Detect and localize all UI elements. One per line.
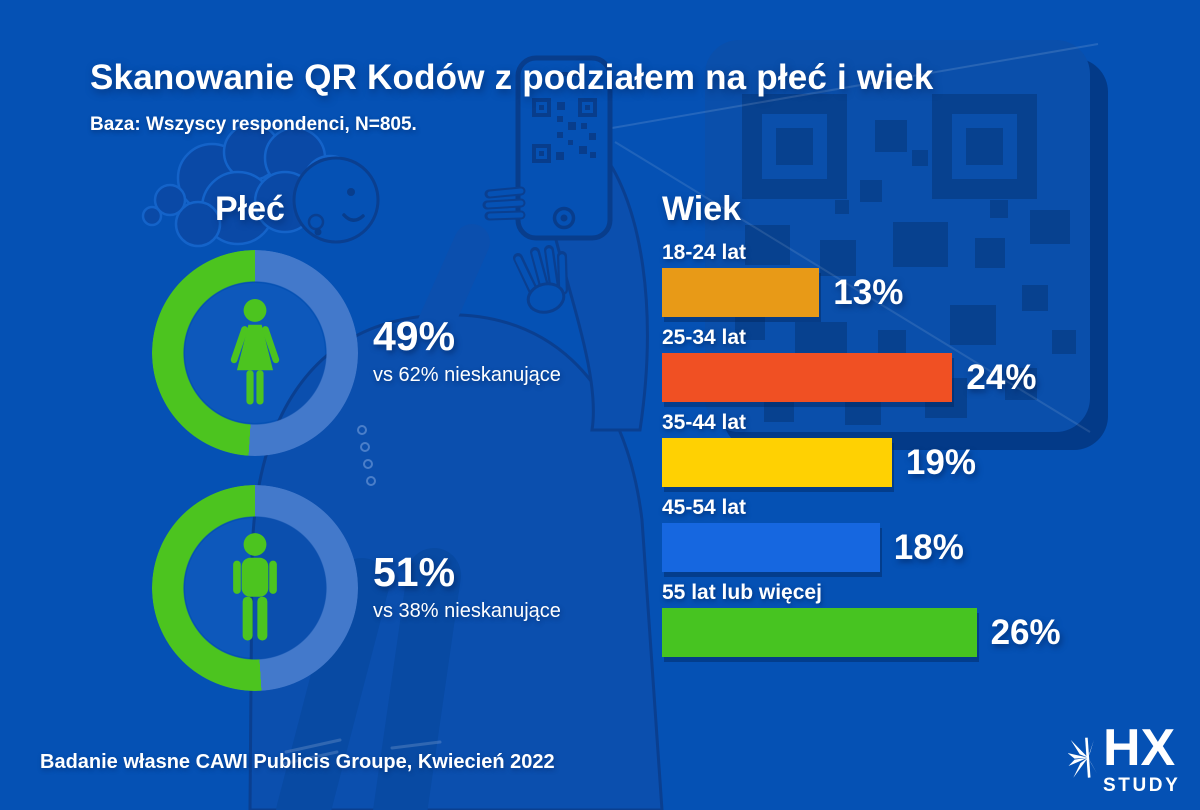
age-bar: [662, 268, 820, 317]
woman-legs: [276, 548, 461, 810]
male-stats: 51% vs 38% nieskanujące: [373, 552, 561, 623]
open-hand: [513, 245, 568, 314]
age-bar-line: 13%: [662, 268, 1200, 317]
woman-forearm: [414, 224, 490, 350]
age-bar-line: 26%: [662, 608, 1200, 657]
age-value-label: 26%: [990, 612, 1061, 652]
age-bar: [662, 523, 880, 572]
age-category-label: 25-34 lat: [662, 326, 747, 349]
gender-section-heading: Płeć: [215, 190, 285, 228]
holding-hand: [482, 186, 526, 221]
gender-donut-male: [152, 485, 358, 691]
age-section-heading: Wiek: [662, 190, 742, 228]
female-stats: 49% vs 62% nieskanujące: [373, 316, 561, 387]
age-value-label: 13%: [833, 272, 904, 312]
age-category-label: 55 lat lub więcej: [662, 581, 822, 604]
age-bar-line: 18%: [662, 523, 1200, 572]
age-bar: [662, 353, 953, 402]
age-bar-row: 55 lat lub więcej 26%: [662, 581, 1200, 657]
qr-code-panel: [705, 40, 1108, 450]
age-category-label: 45-54 lat: [662, 496, 747, 519]
page-title: Skanowanie QR Kodów z podziałem na płeć …: [90, 58, 934, 97]
age-bar-row: 25-34 lat 24%: [662, 326, 1200, 402]
age-category-label: 35-44 lat: [662, 411, 747, 434]
source-note: Badanie własne CAWI Publicis Groupe, Kwi…: [40, 751, 555, 773]
male-percent: 51%: [373, 549, 456, 595]
hx-study-logo: HX STUDY: [1068, 719, 1181, 797]
female-note: vs 62% nieskanujące: [373, 364, 561, 386]
age-bar: [662, 608, 977, 657]
logo-text: HX STUDY: [1103, 719, 1181, 797]
age-value-label: 24%: [966, 357, 1037, 397]
age-bar-line: 24%: [662, 353, 1200, 402]
female-icon: [230, 299, 280, 405]
starburst-icon: [1068, 737, 1098, 778]
page-subtitle: Baza: Wszyscy respondenci, N=805.: [90, 114, 417, 135]
age-bar-chart: 18-24 lat 13% 25-34 lat 24% 35-44 lat 19…: [662, 241, 1200, 666]
age-value-label: 18%: [893, 527, 964, 567]
male-icon: [233, 533, 277, 641]
cardigan-buttons: [357, 425, 376, 486]
age-bar-row: 18-24 lat 13%: [662, 241, 1200, 317]
age-value-label: 19%: [905, 442, 976, 482]
age-bar-row: 35-44 lat 19%: [662, 411, 1200, 487]
logo-name: HX: [1103, 719, 1176, 777]
age-category-label: 18-24 lat: [662, 241, 747, 264]
phone-qr-code: [532, 98, 597, 163]
male-note: vs 38% nieskanujące: [373, 600, 561, 622]
age-bar: [662, 438, 892, 487]
age-bar-line: 19%: [662, 438, 1200, 487]
female-percent: 49%: [373, 313, 456, 359]
woman-illustration: [141, 120, 664, 810]
gender-donut-female: [152, 250, 358, 456]
logo-subname: STUDY: [1103, 774, 1181, 796]
age-bar-row: 45-54 lat 18%: [662, 496, 1200, 572]
scan-beam-lines: [611, 43, 1099, 433]
woman-face: [292, 156, 380, 244]
phone-icon: [482, 55, 613, 241]
